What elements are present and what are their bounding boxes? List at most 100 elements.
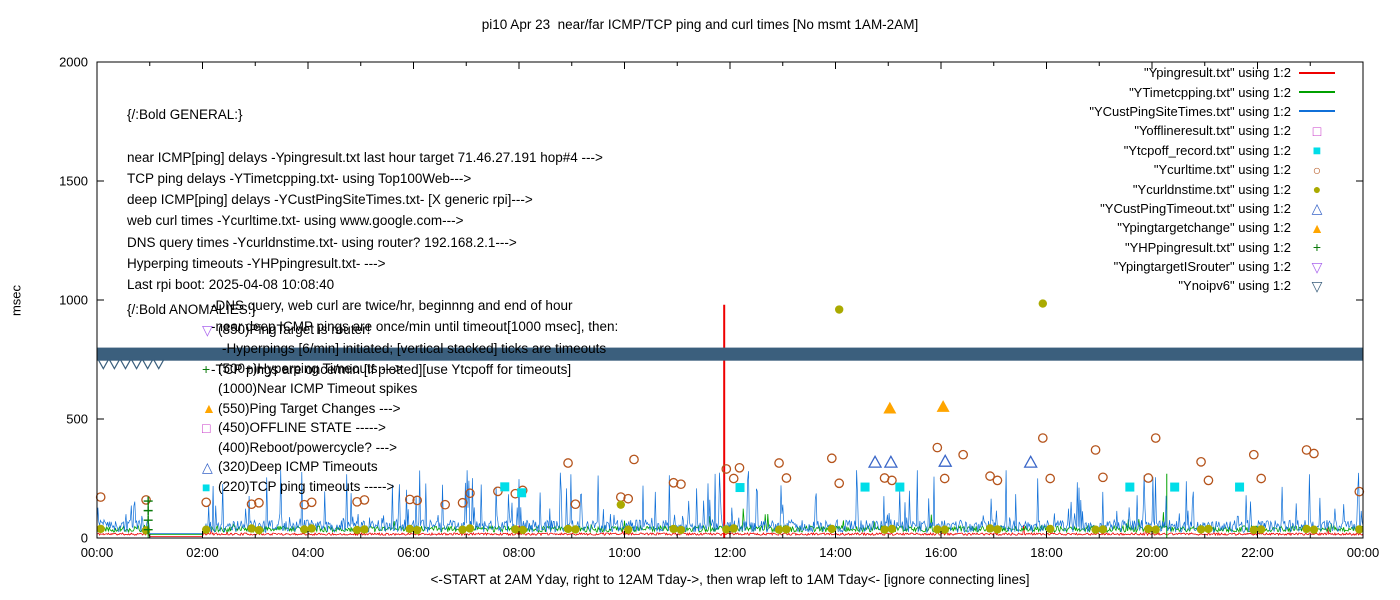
pt-Ytcpoff_record xyxy=(735,483,745,493)
pt-Ycurldnstime xyxy=(458,525,467,534)
pt-YHPpingresult xyxy=(143,525,153,535)
x-tick-label: 08:00 xyxy=(503,545,536,560)
pt-Ycurltime xyxy=(570,499,581,510)
anomaly-text: (1000)Near ICMP Timeout spikes xyxy=(218,381,418,397)
legend-label: "YTimetcpping.txt" using 1:2 xyxy=(1129,84,1291,100)
pt-Ycurldnstime xyxy=(96,524,105,534)
anomaly-row: (1000)Near ICMP Timeout spikes xyxy=(127,379,417,399)
pt-Ycurldnstime xyxy=(782,525,791,534)
anomaly-row: ▲ (550)Ping Target Changes ---> xyxy=(127,398,417,418)
pt-Ycurldnstime xyxy=(1091,525,1100,534)
y-tick-label: 2000 xyxy=(59,55,88,70)
legend-swatch-open-triangle-up-icon: △ xyxy=(1311,200,1323,217)
legend-swatch-open-triangle-down-icon: ▽ xyxy=(1311,258,1323,275)
general-heading: {/:Bold GENERAL:} xyxy=(127,107,243,123)
pt-YCustPingTimeout xyxy=(938,454,953,467)
legend-entry: "Ycurldnstime.txt" using 1:2 ● xyxy=(1089,179,1337,198)
legend-label: "YHPpingresult.txt" using 1:2 xyxy=(1124,239,1291,255)
anomalies-annotation-block: {/:Bold ANOMALIES:} ▽ (850)PingTarget is … xyxy=(127,299,417,496)
pt-Ycurltime xyxy=(623,493,634,504)
pt-Ycurltime xyxy=(728,473,739,484)
general-line: -near,deep ICMP pings are once/min until… xyxy=(211,319,619,335)
pt-Ycurltime xyxy=(985,471,995,481)
pt-Ypingtargetchange xyxy=(936,400,950,412)
general-line: -TCP pings are once/min [if plotted][use… xyxy=(211,361,572,377)
anomaly-text: (320)Deep ICMP Timeouts xyxy=(218,459,378,475)
pt-Ycurltime xyxy=(359,495,370,505)
x-tick-label: 20:00 xyxy=(1136,545,1169,560)
pt-Ycurltime xyxy=(141,495,151,505)
pt-Ycurldnstime xyxy=(1256,525,1266,534)
legend-label: "Ycurldnstime.txt" using 1:2 xyxy=(1132,181,1291,197)
legend-entry: "YpingtargetISrouter" using 1:2 ▽ xyxy=(1089,257,1337,276)
general-line: web curl times -Ycurltime.txt- using www… xyxy=(127,213,464,229)
pt-Ycurltime xyxy=(887,475,897,486)
anomaly-row xyxy=(127,340,417,360)
anomaly-text: (220)TCP ping timeouts -----> xyxy=(218,479,395,495)
pt-Ycurldnstime xyxy=(360,525,369,534)
x-tick-label: 00:00 xyxy=(1347,545,1380,560)
pt-Ycurldnstime xyxy=(571,525,580,534)
legend-swatch-line-icon xyxy=(1297,71,1337,74)
general-line: near ICMP[ping] delays -Ypingresult.txt … xyxy=(127,149,603,165)
noipv6-triangle-icon xyxy=(152,359,165,370)
pt-Ycurltime xyxy=(834,478,845,489)
legend-entry: "YHPpingresult.txt" using 1:2 + xyxy=(1089,238,1337,257)
x-tick-label: 06:00 xyxy=(397,545,430,560)
noipv6-band xyxy=(97,347,1363,361)
pt-Ycurltime xyxy=(734,462,745,473)
open-triangle-down-icon: ▽ xyxy=(202,321,213,338)
legend-entry: "Ypingtargetchange" using 1:2 ▲ xyxy=(1089,218,1337,237)
noipv6-triangle-icon xyxy=(141,359,154,370)
pt-Ycurldnstime xyxy=(405,524,415,534)
pt-Ycurldnstime xyxy=(465,524,475,533)
pt-Ytcpoff_record xyxy=(517,488,527,498)
pt-Ycurldnstime xyxy=(518,525,527,535)
pt-Ycurldnstime xyxy=(1249,525,1259,535)
pt-Ycurldnstime xyxy=(300,525,309,534)
pt-Ycurltime xyxy=(404,494,415,505)
legend-label: "Yofflineresult.txt" using 1:2 xyxy=(1134,123,1291,139)
legend-entry: "Yofflineresult.txt" using 1:2 □ xyxy=(1089,121,1337,140)
pt-Ycurltime xyxy=(1203,475,1214,486)
open-square-icon: □ xyxy=(202,419,211,436)
pt-Ycurldnstime xyxy=(511,525,520,534)
legend-swatch-line-icon xyxy=(1297,91,1337,94)
pt-Ycurldnstime xyxy=(993,525,1002,534)
anomaly-row: (400)Reboot/powercycle? ---> xyxy=(127,438,417,458)
legend-swatch-open-circle-icon: ○ xyxy=(1312,161,1322,178)
pt-Ytcpoff_record xyxy=(1170,482,1180,492)
pt-Ycurldnstime xyxy=(352,525,362,535)
general-line: DNS query times -Ycurldnstime.txt- using… xyxy=(127,234,517,250)
anomaly-text: (850)PingTarget is router! xyxy=(218,322,371,338)
noipv6-triangle-icon xyxy=(130,359,143,370)
pt-Ycurldnstime xyxy=(1151,525,1160,534)
legend-entry: "Ynoipv6" using 1:2 ▽ xyxy=(1089,276,1337,295)
pt-Ycurldnstime xyxy=(1196,525,1206,534)
pt-Ycurltime xyxy=(201,497,212,508)
pt-Ycurldnstime xyxy=(985,524,995,533)
general-line: deep ICMP[ping] delays -YCustPingSiteTim… xyxy=(127,192,533,208)
legend-label: "YpingtargetISrouter" using 1:2 xyxy=(1113,259,1291,275)
pt-Ycurltime xyxy=(1354,486,1365,497)
pt-Ycurltime xyxy=(440,499,450,510)
legend-entry: "Ytcpoff_record.txt" using 1:2 ■ xyxy=(1089,141,1337,160)
pt-YHPpingresult xyxy=(143,506,153,516)
legend-swatch-filled-circle-icon: ● xyxy=(1312,181,1322,198)
legend-label: "Ytcpoff_record.txt" using 1:2 xyxy=(1123,142,1291,158)
pt-Ycurldnstime xyxy=(1038,299,1048,308)
x-tick-label: 02:00 xyxy=(186,545,219,560)
pt-Ycurldnstime xyxy=(1355,525,1364,534)
pt-Ycurltime xyxy=(932,442,943,453)
pt-Ycurltime xyxy=(563,458,573,468)
x-tick-label: 18:00 xyxy=(1030,545,1063,560)
y-tick-label: 1000 xyxy=(59,293,88,308)
legend-entry: "Ypingresult.txt" using 1:2 xyxy=(1089,63,1337,82)
pt-Ycurltime xyxy=(95,492,106,502)
pt-Ycurltime xyxy=(412,495,423,506)
legend-label: "YCustPingTimeout.txt" using 1:2 xyxy=(1100,200,1291,216)
legend-entry: "YCustPingTimeout.txt" using 1:2 △ xyxy=(1089,199,1337,218)
legend-line-sample-icon xyxy=(1299,91,1335,94)
legend-label: "Ypingtargetchange" using 1:2 xyxy=(1117,220,1291,236)
pt-Ycurldnstime xyxy=(141,526,151,535)
